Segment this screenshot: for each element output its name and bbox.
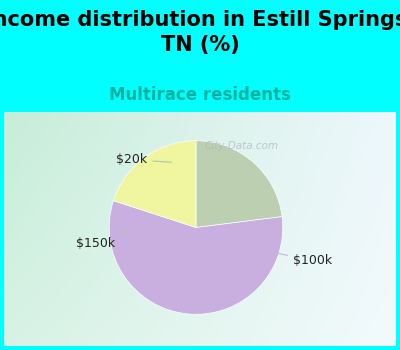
Text: Multirace residents: Multirace residents [109,86,291,104]
Wedge shape [109,201,283,314]
Text: Income distribution in Estill Springs,
TN (%): Income distribution in Estill Springs, T… [0,10,400,55]
Text: City-Data.com: City-Data.com [204,141,278,151]
Wedge shape [114,141,196,228]
Text: $150k: $150k [76,233,126,250]
Text: $100k: $100k [272,252,332,267]
Wedge shape [196,141,282,228]
Text: $20k: $20k [116,153,172,166]
